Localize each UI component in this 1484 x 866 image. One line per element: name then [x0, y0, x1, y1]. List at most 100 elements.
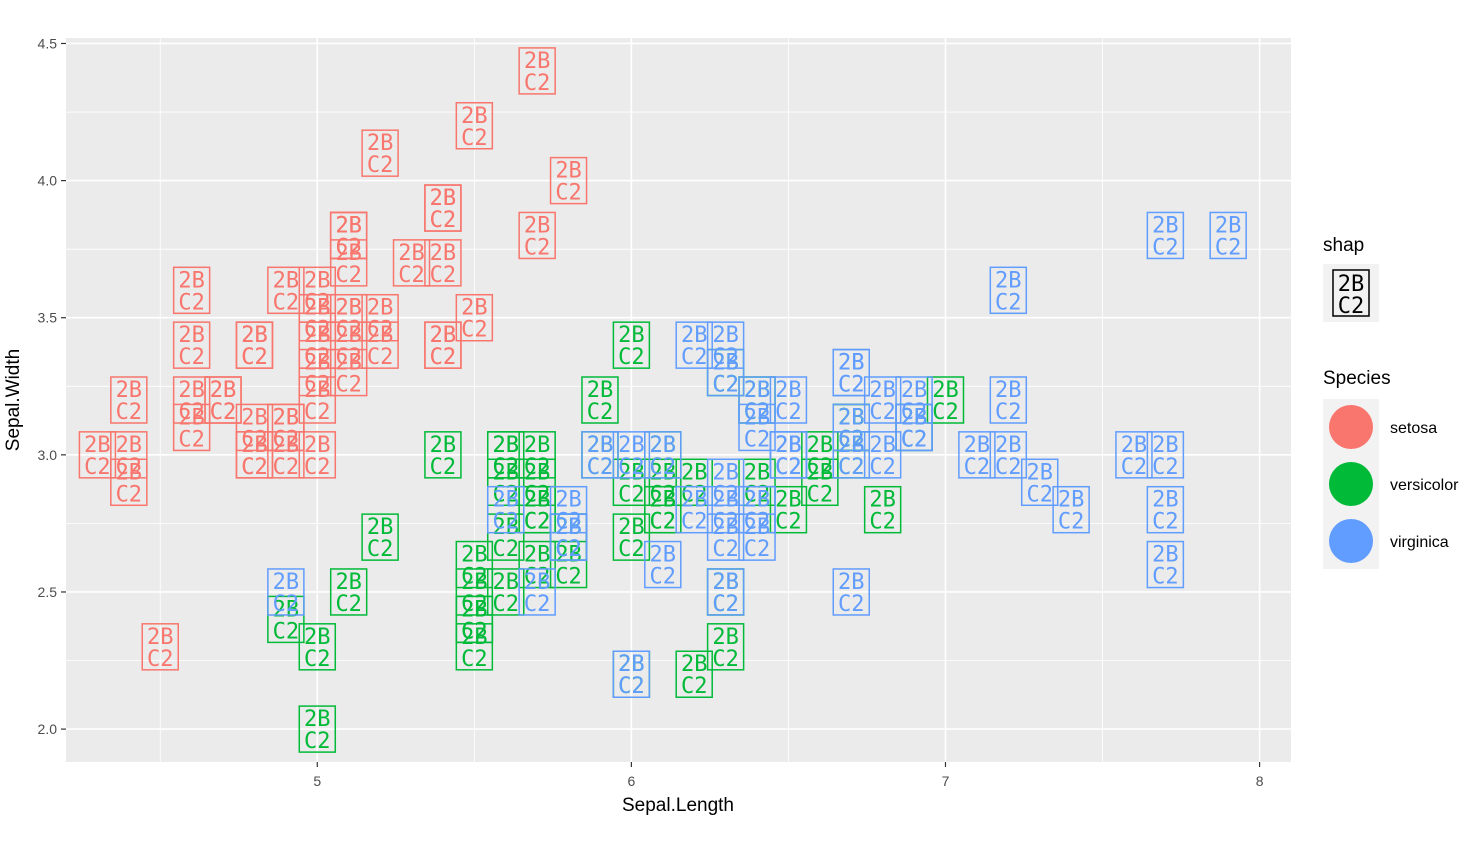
- point-glyph-line1: 2B: [461, 296, 488, 321]
- point-glyph-line2: C2: [932, 400, 959, 425]
- point-glyph-line2: C2: [210, 400, 237, 425]
- point-glyph-line1: 2B: [744, 488, 771, 513]
- legend-key-versicolor: [1329, 462, 1373, 506]
- point-glyph-box: [141, 623, 179, 671]
- point-glyph-line2: C2: [461, 592, 488, 617]
- point-glyph-line2: C2: [1058, 510, 1085, 535]
- point-glyph-line1: 2B: [901, 405, 928, 430]
- point-glyph-line1: 2B: [241, 433, 268, 458]
- point-glyph-line2: C2: [241, 455, 268, 480]
- point-glyph-box: [706, 348, 745, 397]
- point-glyph-box: [424, 321, 462, 369]
- point-glyph-line1: 2B: [555, 515, 582, 540]
- point-glyph-line2: C2: [712, 592, 739, 617]
- point-glyph-box: [612, 321, 651, 369]
- point-glyph-box: [518, 485, 556, 534]
- point-glyph-box: [738, 403, 776, 452]
- point-glyph-box: [549, 485, 588, 534]
- legend-shape-title: shap: [1323, 235, 1364, 256]
- legend-label-setosa: setosa: [1390, 420, 1437, 437]
- point-glyph-line2: C2: [995, 290, 1022, 315]
- point-glyph-line2: C2: [178, 290, 205, 315]
- point-glyph-line1: 2B: [712, 570, 739, 595]
- point-glyph-line1: 2B: [461, 597, 488, 622]
- point-glyph-line2: C2: [681, 510, 708, 535]
- point-glyph-box: [706, 513, 745, 561]
- point-glyph-box: [455, 623, 494, 671]
- point-glyph-line2: C2: [304, 318, 331, 343]
- point-glyph-line2: C2: [210, 400, 237, 425]
- point-glyph-line2: C2: [618, 455, 645, 480]
- point-glyph-line2: C2: [367, 345, 394, 370]
- point-glyph-line1: 2B: [1026, 460, 1053, 485]
- point-glyph-line2: C2: [1152, 510, 1179, 535]
- point-glyph-box: [518, 211, 556, 260]
- point-glyph-box: [298, 376, 337, 424]
- data-points: 2BC22BC22BC22BC22BC22BC22BC22BC22BC22BC2…: [78, 47, 1247, 754]
- point-glyph-line1: 2B: [618, 433, 645, 458]
- point-glyph-box: [486, 513, 525, 561]
- point-glyph-line1: 2B: [618, 460, 645, 485]
- legend-species: Species setosa versicolor virginica: [1323, 368, 1459, 569]
- point-glyph-line2: C2: [807, 455, 834, 480]
- point-glyph-line1: 2B: [587, 378, 614, 403]
- point-glyph-line1: 2B: [273, 433, 300, 458]
- point-glyph-line2: C2: [1215, 235, 1242, 260]
- point-glyph-box: [832, 348, 871, 397]
- point-glyph-line2: C2: [304, 729, 331, 754]
- point-glyph-line1: 2B: [492, 488, 519, 513]
- point-glyph-box: [424, 431, 462, 479]
- point-glyph-box: [895, 403, 933, 452]
- point-glyph-box: [298, 623, 337, 671]
- point-glyph-line1: 2B: [304, 625, 331, 650]
- point-glyph-line1: 2B: [838, 433, 865, 458]
- point-glyph-line2: C2: [1121, 455, 1148, 480]
- point-glyph-line1: 2B: [430, 186, 457, 211]
- point-glyph-line2: C2: [178, 427, 205, 452]
- point-glyph-line2: C2: [650, 510, 677, 535]
- y-axis-title: Sepal.Width: [3, 349, 24, 451]
- y-tick-label: 4.0: [38, 173, 58, 189]
- point-glyph-box: [738, 458, 776, 507]
- point-glyph-line1: 2B: [775, 433, 802, 458]
- point-glyph-box: [958, 431, 996, 479]
- point-glyph-line1: 2B: [492, 433, 519, 458]
- point-glyph-line2: C2: [1152, 455, 1179, 480]
- point-glyph-box: [612, 431, 651, 479]
- point-glyph-line1: 2B: [241, 323, 268, 348]
- point-glyph-box: [486, 568, 525, 616]
- y-tick-label: 4.5: [38, 35, 58, 51]
- point-glyph-line1: 2B: [681, 488, 708, 513]
- point-glyph-box: [518, 458, 556, 507]
- point-glyph-line1: 2B: [335, 296, 362, 321]
- y-tick-label: 2.5: [38, 584, 58, 600]
- point-glyph-line1: 2B: [430, 323, 457, 348]
- point-glyph-line1: 2B: [995, 378, 1022, 403]
